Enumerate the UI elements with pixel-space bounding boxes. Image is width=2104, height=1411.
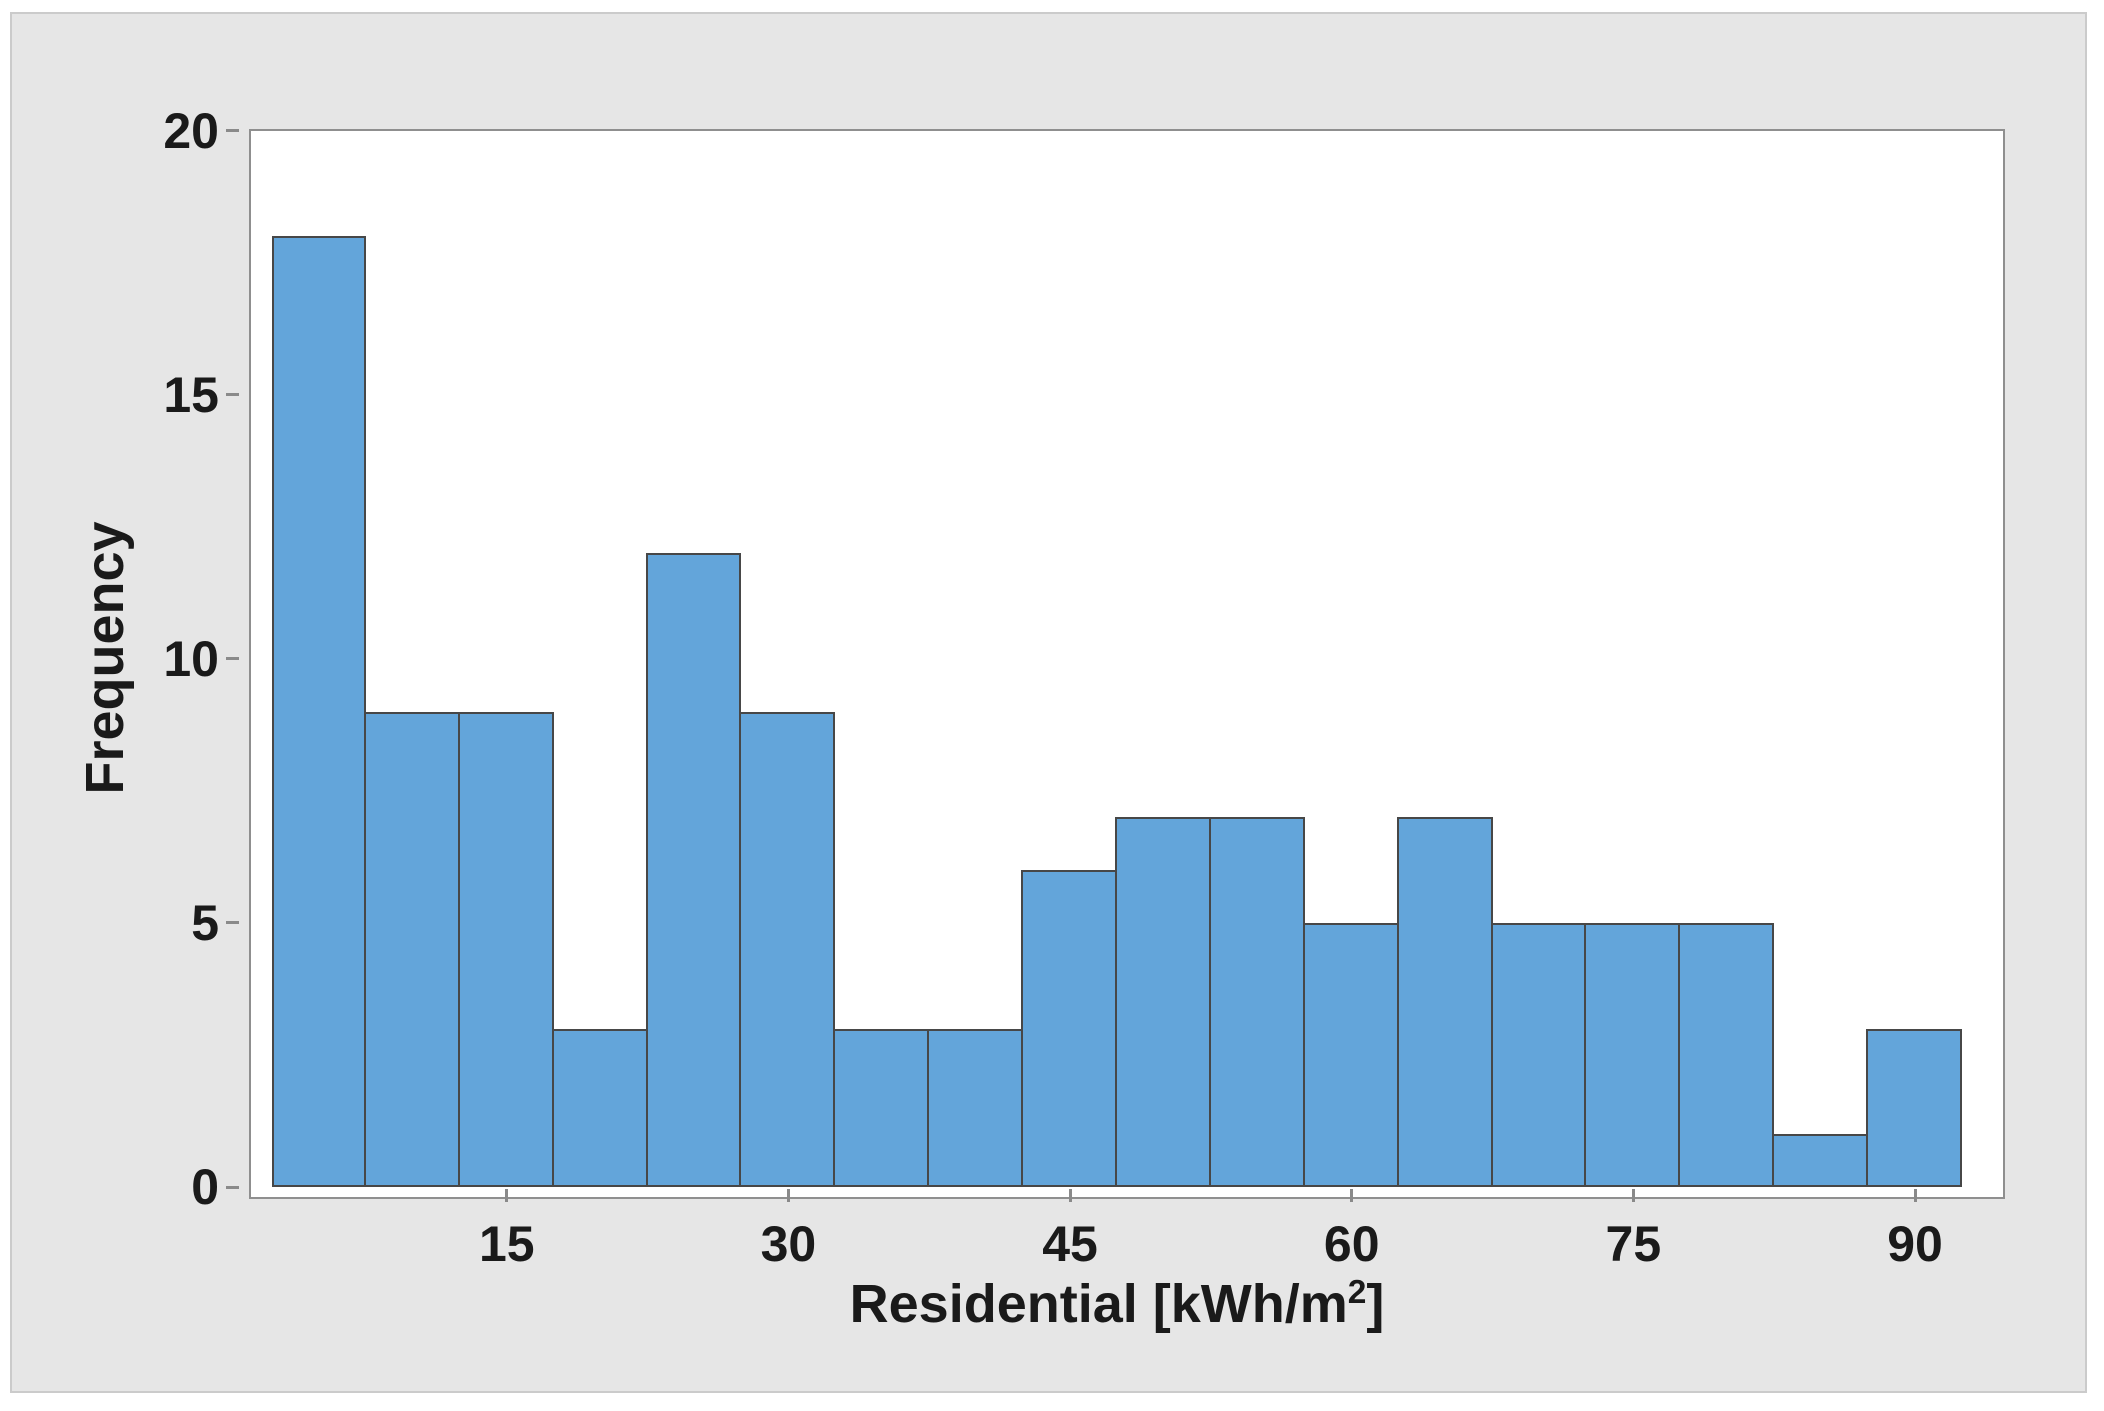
histogram-bar — [1678, 923, 1774, 1187]
y-tick — [226, 1185, 239, 1189]
x-tick — [786, 1189, 790, 1202]
histogram-bar — [272, 236, 366, 1187]
x-axis-title: Residential [kWh/m2] — [849, 1274, 1385, 1334]
x-tick — [1350, 1189, 1354, 1202]
histogram-bar — [1397, 817, 1493, 1187]
y-tick-label: 20 — [163, 102, 219, 159]
histogram-bar — [364, 712, 460, 1187]
x-tick-label: 75 — [1605, 1216, 1662, 1272]
histogram-bar — [1021, 870, 1117, 1187]
y-tick — [226, 129, 239, 133]
histogram-bar — [1303, 923, 1399, 1187]
x-tick — [1068, 1189, 1072, 1202]
x-axis-title-suffix: ] — [1366, 1274, 1385, 1334]
graph-panel: 0 5 10 15 20 15 30 45 60 75 90 Frequency Residenti… — [10, 12, 2087, 1393]
histogram-bar — [458, 712, 554, 1187]
x-tick-label: 90 — [1887, 1216, 1943, 1272]
histogram-bar — [1866, 1029, 1962, 1187]
x-axis-title-text: Residential [kWh/m — [849, 1274, 1348, 1334]
x-tick-label: 30 — [760, 1216, 817, 1272]
histogram-bar — [552, 1029, 648, 1187]
histogram-bar — [1491, 923, 1586, 1187]
y-tick — [226, 921, 239, 925]
histogram-bar — [1209, 817, 1305, 1187]
y-tick — [226, 657, 239, 661]
x-axis-title-superscript: 2 — [1347, 1274, 1367, 1311]
x-tick-label: 15 — [478, 1216, 535, 1272]
y-tick-label: 5 — [191, 894, 219, 951]
histogram-bar — [1115, 817, 1211, 1187]
x-tick — [1631, 1189, 1635, 1202]
y-tick-label: 10 — [163, 630, 219, 687]
histogram-bar — [833, 1029, 929, 1187]
histogram-bar — [927, 1029, 1023, 1187]
x-tick — [1913, 1189, 1917, 1202]
y-tick-label: 15 — [163, 366, 219, 423]
histogram-bar — [646, 553, 741, 1187]
histogram-bar — [739, 712, 835, 1187]
x-tick — [505, 1189, 509, 1202]
y-axis-title: Frequency — [75, 521, 135, 795]
x-tick-label: 60 — [1323, 1216, 1380, 1272]
x-tick-label: 45 — [1042, 1216, 1098, 1272]
y-tick-label: 0 — [191, 1159, 219, 1215]
histogram-bar — [1772, 1134, 1868, 1187]
histogram-bar — [1584, 923, 1680, 1187]
y-tick — [226, 393, 239, 397]
